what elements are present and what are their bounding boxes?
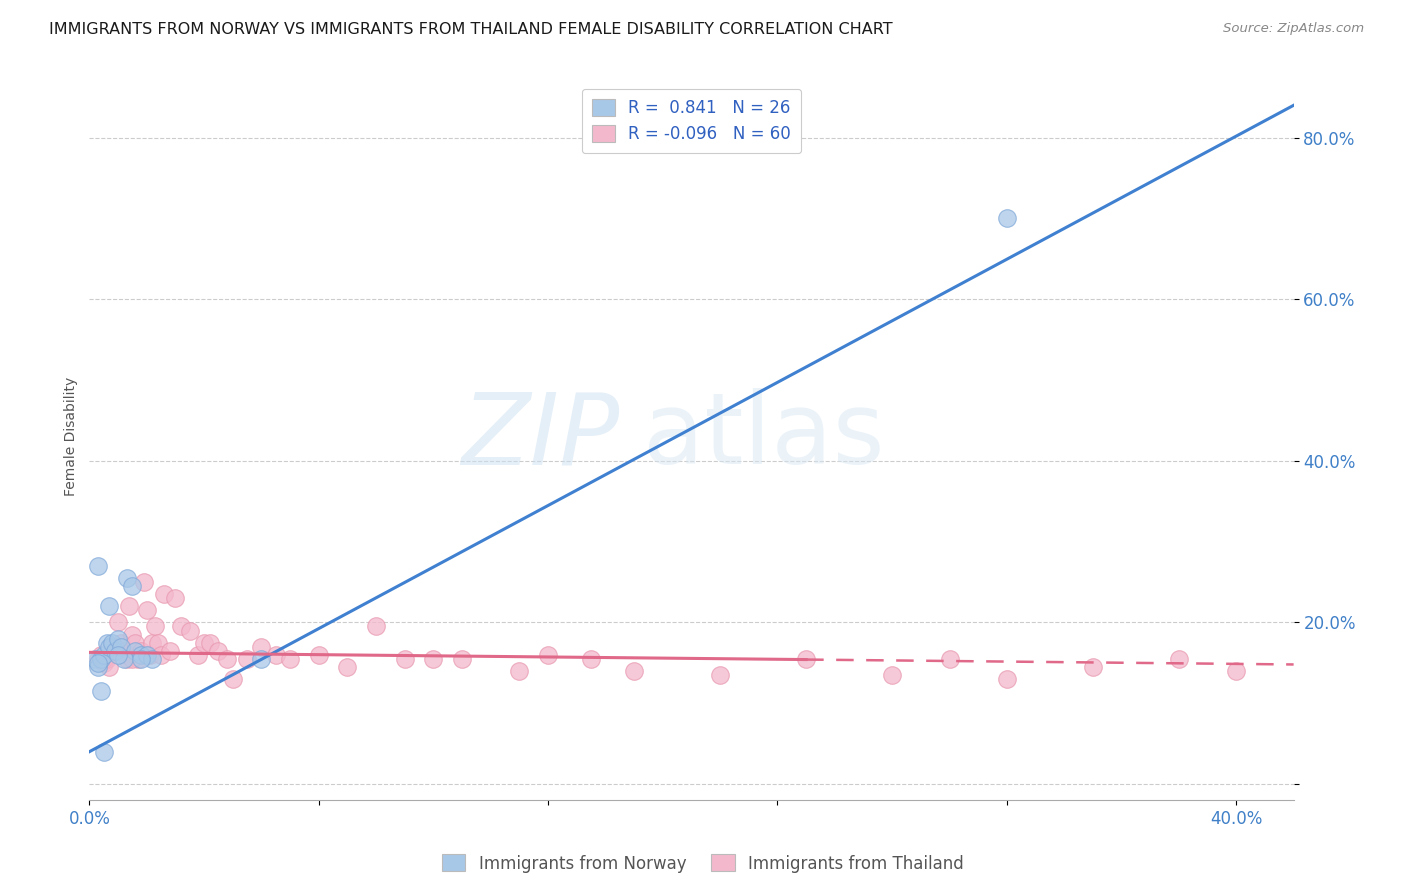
Point <box>110 635 132 649</box>
Point <box>118 599 141 614</box>
Point <box>146 635 169 649</box>
Point <box>794 652 817 666</box>
Point <box>1081 660 1104 674</box>
Point <box>107 632 129 646</box>
Point <box>422 652 444 666</box>
Point <box>508 664 530 678</box>
Point <box>198 635 221 649</box>
Text: IMMIGRANTS FROM NORWAY VS IMMIGRANTS FROM THAILAND FEMALE DISABILITY CORRELATION: IMMIGRANTS FROM NORWAY VS IMMIGRANTS FRO… <box>49 22 893 37</box>
Point <box>96 652 118 666</box>
Point <box>995 672 1018 686</box>
Text: Source: ZipAtlas.com: Source: ZipAtlas.com <box>1223 22 1364 36</box>
Point <box>129 648 152 662</box>
Point <box>124 644 146 658</box>
Point <box>179 624 201 638</box>
Point <box>1225 664 1247 678</box>
Point <box>882 668 904 682</box>
Point <box>129 644 152 658</box>
Point <box>938 652 960 666</box>
Point <box>579 652 602 666</box>
Point <box>107 615 129 630</box>
Point <box>98 648 121 662</box>
Point <box>336 660 359 674</box>
Legend: Immigrants from Norway, Immigrants from Thailand: Immigrants from Norway, Immigrants from … <box>436 847 970 880</box>
Y-axis label: Female Disability: Female Disability <box>65 377 79 496</box>
Point <box>115 571 138 585</box>
Point <box>104 640 127 654</box>
Point <box>165 591 187 606</box>
Point <box>187 648 209 662</box>
Point <box>93 648 115 662</box>
Point <box>215 652 238 666</box>
Text: ZIP: ZIP <box>461 388 619 485</box>
Point <box>308 648 330 662</box>
Text: atlas: atlas <box>644 388 884 485</box>
Point <box>93 745 115 759</box>
Point <box>264 648 287 662</box>
Point <box>87 652 110 666</box>
Point <box>121 627 143 641</box>
Point <box>995 211 1018 226</box>
Point <box>141 652 163 666</box>
Point <box>278 652 301 666</box>
Point <box>623 664 645 678</box>
Point <box>709 668 731 682</box>
Point <box>138 648 160 662</box>
Point <box>101 640 124 654</box>
Point <box>115 652 138 666</box>
Point <box>124 635 146 649</box>
Point <box>394 652 416 666</box>
Point <box>84 652 107 666</box>
Point <box>90 648 112 662</box>
Point <box>98 599 121 614</box>
Legend: R =  0.841   N = 26, R = -0.096   N = 60: R = 0.841 N = 26, R = -0.096 N = 60 <box>582 88 801 153</box>
Point <box>93 652 115 666</box>
Point <box>96 635 118 649</box>
Point <box>121 579 143 593</box>
Point <box>90 652 112 666</box>
Point <box>112 644 135 658</box>
Point <box>364 619 387 633</box>
Point <box>98 660 121 674</box>
Point <box>87 660 110 674</box>
Point <box>112 652 135 666</box>
Point <box>90 684 112 698</box>
Point <box>129 652 152 666</box>
Point <box>537 648 560 662</box>
Point <box>110 640 132 654</box>
Point <box>107 648 129 662</box>
Point <box>1168 652 1191 666</box>
Point <box>93 656 115 670</box>
Point <box>153 587 176 601</box>
Point <box>127 652 149 666</box>
Point <box>150 648 173 662</box>
Point <box>250 640 273 654</box>
Point <box>451 652 474 666</box>
Point <box>87 558 110 573</box>
Point <box>132 575 155 590</box>
Point <box>143 619 166 633</box>
Point <box>170 619 193 633</box>
Point <box>121 652 143 666</box>
Point <box>250 652 273 666</box>
Point <box>135 603 157 617</box>
Point <box>104 644 127 658</box>
Point <box>193 635 215 649</box>
Point <box>207 644 229 658</box>
Point <box>87 656 110 670</box>
Point <box>135 648 157 662</box>
Point <box>159 644 181 658</box>
Point <box>101 635 124 649</box>
Point <box>236 652 259 666</box>
Point <box>98 640 121 654</box>
Point <box>221 672 243 686</box>
Point <box>141 635 163 649</box>
Point <box>104 644 127 658</box>
